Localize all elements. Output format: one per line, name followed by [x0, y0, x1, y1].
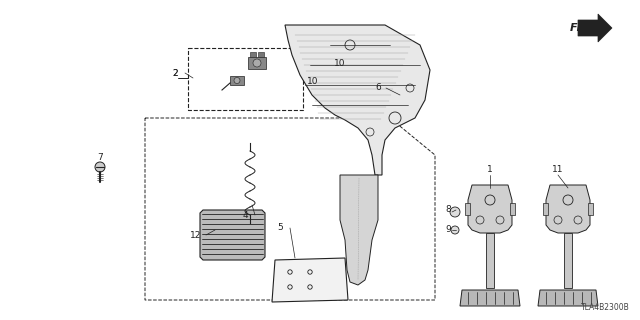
Bar [230, 76, 244, 85]
Text: 2: 2 [172, 68, 178, 77]
Bar [248, 57, 266, 69]
Text: 10: 10 [307, 77, 319, 86]
Text: TLA4B2300B: TLA4B2300B [581, 303, 630, 312]
Circle shape [95, 162, 105, 172]
Text: 1: 1 [487, 164, 493, 173]
Text: 10: 10 [334, 59, 346, 68]
Polygon shape [460, 290, 520, 306]
Text: 7: 7 [97, 153, 103, 162]
Polygon shape [546, 185, 590, 233]
Bar [258, 52, 264, 57]
Text: FR.: FR. [570, 23, 591, 33]
Text: 2: 2 [172, 68, 178, 77]
Polygon shape [538, 290, 598, 306]
Bar [543, 203, 548, 215]
Bar [188, 48, 303, 110]
Polygon shape [468, 185, 512, 233]
Polygon shape [340, 175, 378, 285]
Polygon shape [285, 25, 430, 175]
Text: 11: 11 [552, 164, 564, 173]
Polygon shape [578, 14, 612, 42]
Text: 8: 8 [445, 205, 451, 214]
Text: 4: 4 [242, 211, 248, 220]
Bar [250, 52, 256, 57]
Polygon shape [200, 210, 265, 260]
Polygon shape [272, 258, 348, 302]
Bar [465, 203, 470, 215]
Text: 9: 9 [445, 226, 451, 235]
Circle shape [451, 226, 459, 234]
Circle shape [450, 207, 460, 217]
Text: 12: 12 [190, 230, 202, 239]
Text: 5: 5 [277, 223, 283, 233]
Circle shape [253, 59, 261, 67]
Bar [510, 203, 515, 215]
Circle shape [234, 77, 240, 84]
Text: 6: 6 [375, 84, 381, 92]
Bar [588, 203, 593, 215]
Bar [486, 233, 494, 288]
Bar [564, 233, 572, 288]
